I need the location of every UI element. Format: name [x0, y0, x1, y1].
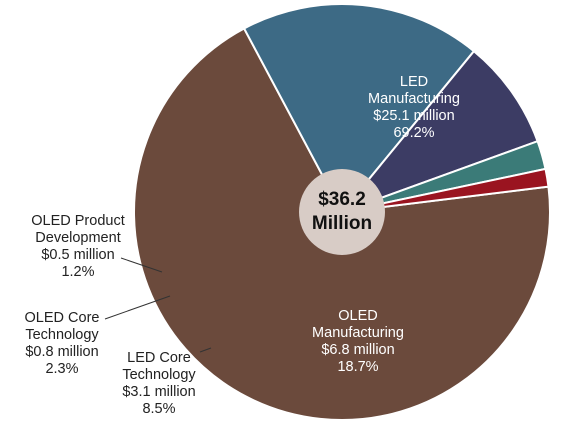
leader-line [120, 257, 163, 273]
leader-lines [104, 257, 212, 353]
slice-label-line: OLED Core [25, 310, 100, 326]
slice-label-line: $0.5 million [41, 247, 114, 263]
center-disc [299, 169, 385, 255]
slice-label-line: $25.1 million [373, 108, 454, 124]
slice-label-line: 69.2% [393, 125, 434, 141]
slice-label-line: 18.7% [337, 359, 378, 375]
center-label-unit: Million [312, 213, 372, 234]
slice-label-line: 2.3% [45, 361, 78, 377]
center-label-amount: $36.2 [318, 189, 366, 210]
slice-label-line: LED Core [127, 350, 191, 366]
leader-line [199, 347, 212, 353]
slice-label-line: 8.5% [142, 401, 175, 417]
slice-oled-manufacturing [242, 3, 476, 214]
slice-label-line: Technology [25, 327, 99, 343]
slice-label-line: $6.8 million [321, 342, 394, 358]
leader-line [104, 295, 171, 320]
slice-label-line: $3.1 million [122, 384, 195, 400]
slice-label-line: Development [35, 230, 120, 246]
slice-label-line: OLED [338, 308, 378, 324]
slice-label-line: Manufacturing [312, 325, 404, 341]
slice-oled-product-development [341, 167, 550, 213]
slice-label-line: $0.8 million [25, 344, 98, 360]
slice-label-line: OLED Product [31, 213, 125, 229]
slice-label-line: Manufacturing [368, 91, 460, 107]
slice-led-core-technology [338, 49, 539, 215]
slice-label-line: 1.2% [61, 264, 94, 280]
slice-label-line: Technology [122, 367, 196, 383]
slice-label-line: LED [400, 74, 428, 90]
